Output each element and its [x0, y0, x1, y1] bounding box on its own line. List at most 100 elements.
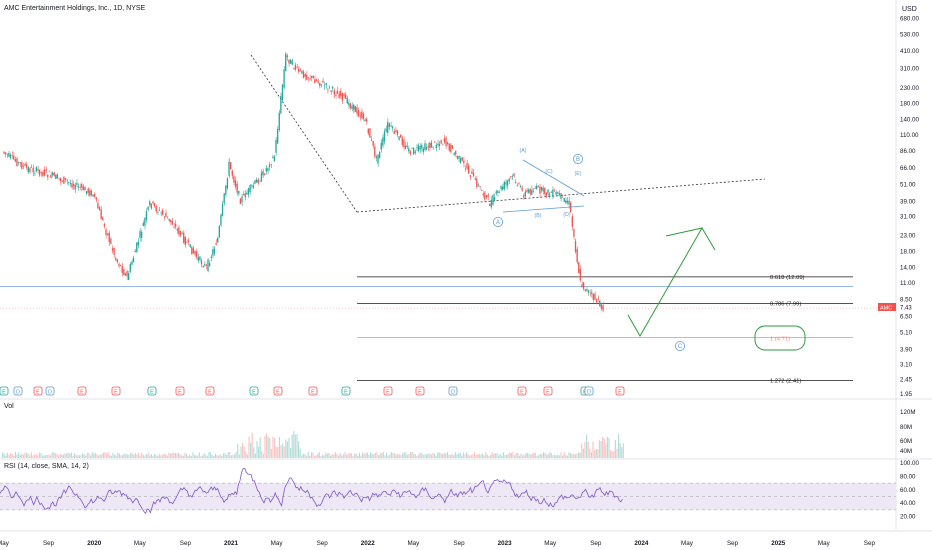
price-candle: [35, 167, 38, 172]
price-candle: [102, 217, 104, 221]
volume-bar: [416, 455, 418, 458]
price-candle: [9, 154, 12, 158]
volume-bar: [554, 454, 556, 458]
volume-bar: [446, 452, 448, 458]
event-marker: [615, 386, 625, 396]
volume-bar: [181, 455, 183, 458]
time-tick-label: 2021: [224, 540, 239, 547]
price-candle: [126, 271, 128, 277]
volume-bar: [30, 452, 32, 458]
volume-bar: [602, 436, 604, 458]
event-marker-label: E: [208, 390, 212, 396]
event-marker-label: E: [344, 390, 348, 396]
price-candle: [238, 191, 240, 194]
price-candle: [391, 126, 394, 129]
volume-bar: [467, 454, 469, 458]
rsi-tick-label: 80.00: [900, 473, 916, 480]
price-candle: [446, 142, 449, 145]
volume-bar: [203, 452, 205, 458]
price-candle: [56, 174, 59, 179]
volume-bar: [621, 447, 623, 458]
volume-bar: [480, 454, 482, 458]
volume-bar: [86, 452, 88, 458]
volume-bar: [328, 452, 330, 458]
volume-bar: [69, 453, 71, 458]
price-tick-label: 51.00: [900, 182, 916, 189]
price-candle: [400, 135, 402, 138]
price-candle: [21, 162, 23, 169]
price-candle: [53, 172, 55, 176]
price-candle: [242, 194, 245, 196]
price-candle: [594, 293, 596, 300]
volume-bar: [90, 455, 92, 458]
price-candle: [419, 146, 421, 150]
volume-bar: [34, 454, 36, 458]
price-candle: [95, 197, 97, 200]
price-candle: [461, 157, 463, 161]
volume-label: Vol: [4, 403, 14, 410]
price-candle: [578, 262, 580, 274]
price-candle: [408, 148, 410, 152]
price-candle: [194, 250, 196, 255]
volume-bar: [397, 453, 399, 458]
volume-bar: [258, 446, 260, 458]
price-candle: [251, 185, 253, 187]
price-candle: [561, 194, 564, 196]
price-candle: [137, 241, 140, 246]
volume-bar: [598, 440, 600, 458]
price-candle: [393, 131, 395, 134]
volume-bar: [451, 454, 453, 458]
price-candle: [225, 185, 227, 195]
price-candle: [174, 223, 177, 227]
price-candle: [166, 216, 169, 218]
rsi-tick-label: 100.00: [900, 460, 919, 467]
time-tick-label: May: [271, 540, 284, 547]
volume-bar: [88, 452, 90, 458]
price-candle: [519, 185, 522, 188]
price-candle: [314, 79, 316, 84]
volume-bar: [421, 453, 423, 458]
volume-bar: [432, 453, 434, 458]
price-candle: [524, 191, 526, 197]
volume-bar: [115, 455, 117, 458]
time-axis: May Sep 2020 May Sep 2021 May Sep 2022 May Sep 2023…: [0, 540, 875, 547]
price-candle: [506, 180, 509, 186]
time-tick-label: 2023: [498, 540, 513, 547]
price-candle: [299, 69, 301, 71]
price-candle: [63, 176, 65, 184]
price-candle: [536, 185, 538, 189]
volume-bar: [382, 452, 384, 458]
price-candle: [81, 184, 83, 188]
volume-bar: [422, 454, 424, 458]
last-price-text: 7.43: [900, 306, 912, 312]
price-candle: [275, 139, 277, 153]
price-candle: [492, 195, 494, 205]
price-candle: [589, 292, 591, 294]
price-candle: [204, 264, 206, 266]
price-candle: [34, 173, 36, 175]
price-candle: [477, 184, 480, 186]
chart-title: AMC Entertainment Holdings, Inc., 1D, NY…: [4, 5, 146, 12]
volume-bar: [56, 453, 58, 458]
volume-bar: [259, 437, 261, 458]
price-candle: [448, 143, 450, 151]
volume-bar: [61, 454, 63, 458]
volume-bar: [490, 454, 492, 458]
volume-bar: [70, 452, 72, 458]
time-tick-label: May: [544, 540, 557, 547]
price-candle: [111, 248, 114, 251]
volume-bar: [450, 454, 452, 458]
price-candle: [579, 268, 582, 281]
volume-bar: [502, 452, 504, 458]
volume-bar: [594, 450, 596, 458]
volume-bar: [205, 455, 207, 458]
price-candle: [526, 190, 528, 192]
price-candle: [74, 185, 76, 190]
price-series: [3, 51, 604, 313]
volume-bar: [120, 455, 122, 458]
volume-bar: [163, 454, 165, 458]
wave-label: C: [678, 344, 683, 350]
price-candle: [584, 289, 586, 291]
price-candle: [333, 90, 335, 95]
